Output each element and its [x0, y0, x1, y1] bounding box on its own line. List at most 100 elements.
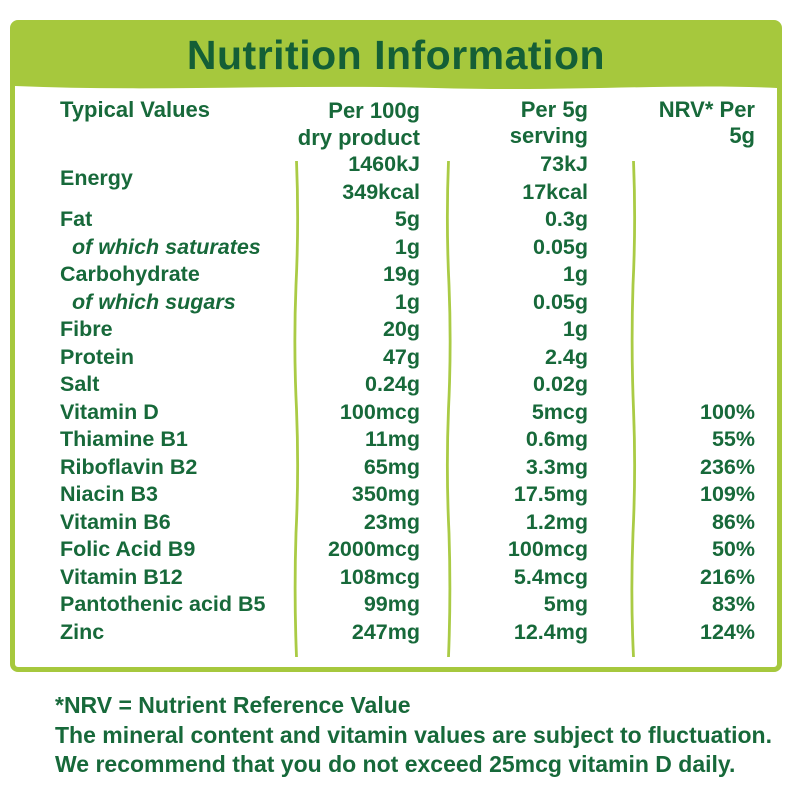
value-per-100g: 47g: [382, 344, 420, 369]
value-nrv: 50%: [711, 537, 755, 561]
value-nrv: [633, 206, 777, 234]
table-row: of which sugars 1g 0.05g: [15, 289, 777, 317]
value-per-100g: 1g: [394, 289, 420, 314]
table-row: Vitamin B12 108mcg 5.4mcg 216%: [15, 564, 777, 592]
value-nrv: [633, 151, 777, 206]
value-nrv: [633, 371, 777, 399]
value-per-5g: 0.6mg: [525, 427, 588, 451]
table-row: Fat 5g 0.3g: [15, 206, 777, 234]
value-per-100g: 20g: [382, 317, 420, 341]
value-per-100g: 350mg: [351, 482, 420, 506]
table-row: of which saturates 1g 0.05g: [15, 234, 777, 262]
footnote-fluctuation: The mineral content and vitamin values a…: [55, 721, 772, 748]
value-nrv: 86%: [711, 509, 755, 534]
value-per-5g: 0.05g: [533, 234, 588, 259]
row-label: Zinc: [60, 619, 105, 644]
header-per-100g-line1: Per 100g: [328, 98, 420, 123]
value-per-5g: 5mcg: [531, 399, 588, 424]
table-row: Protein 47g 2.4g: [15, 344, 777, 372]
value-per-5g: 17.5mg: [513, 482, 588, 506]
table-row: Riboflavin B2 65mg 3.3mg 236%: [15, 454, 777, 482]
footnotes: *NRV = Nutrient Reference Value The mine…: [55, 691, 775, 780]
row-label: Protein: [60, 344, 135, 369]
row-label: Folic Acid B9: [60, 537, 196, 561]
value-per-5g: 12.4mg: [513, 619, 588, 644]
value-per-100g: 108mcg: [339, 564, 420, 589]
value-per-100g: 100mcg: [339, 399, 420, 424]
value-per-100g: 0.24g: [365, 372, 420, 396]
value-nrv: 216%: [700, 564, 755, 589]
table-row: Folic Acid B9 2000mcg 100mcg 50%: [15, 536, 777, 564]
value-per-5g: 100mcg: [507, 537, 588, 561]
value-per-5g: 1.2mg: [525, 509, 588, 534]
title-bar-wave-edge: [15, 81, 777, 90]
column-divider-1: [293, 161, 300, 657]
footnote-nrv-definition: *NRV = Nutrient Reference Value: [55, 692, 411, 718]
row-label: Energy: [60, 166, 133, 190]
table-row: Carbohydrate 19g 1g: [15, 261, 777, 289]
value-nrv: 124%: [700, 619, 755, 644]
row-label: Carbohydrate: [60, 262, 200, 286]
value-per-100g: 11mg: [365, 427, 420, 451]
value-per-5g: 0.3g: [544, 207, 588, 231]
header-per-5g: Per 5g serving: [509, 97, 588, 148]
value-per-100g: 1g: [394, 234, 420, 259]
table-row: Vitamin D 100mcg 5mcg 100%: [15, 399, 777, 427]
value-per-100g: 19g: [382, 262, 420, 286]
page-title: Nutrition Information: [186, 32, 606, 78]
row-label: Fibre: [60, 317, 113, 341]
value-nrv: 83%: [711, 592, 755, 616]
value-nrv: [633, 289, 777, 317]
row-label: Fat: [60, 207, 93, 231]
header-nrv: NRV* Per 5g: [658, 97, 755, 148]
table-row: Zinc 247mg 12.4mg 124%: [15, 619, 777, 647]
value-per-5g: 5.4mcg: [513, 564, 588, 589]
table-row: Thiamine B1 11mg 0.6mg 55%: [15, 426, 777, 454]
row-label: Thiamine B1: [60, 427, 188, 451]
row-label: Niacin B3: [60, 482, 158, 506]
table-row: Fibre 20g 1g: [15, 316, 777, 344]
column-divider-2: [445, 161, 452, 657]
value-nrv: 100%: [700, 399, 755, 424]
value-nrv: [633, 234, 777, 262]
header-per-100g: Per 100g dry product: [296, 97, 448, 151]
value-nrv: 109%: [700, 482, 755, 506]
value-per-100g: 99mg: [363, 592, 420, 616]
row-label: of which sugars: [72, 289, 236, 314]
row-label: of which saturates: [72, 234, 261, 259]
table-row: Vitamin B6 23mg 1.2mg 86%: [15, 509, 777, 537]
footnote-vitamin-d-warning: We recommend that you do not exceed 25mc…: [55, 751, 736, 777]
table-row: Energy 1460kJ 349kcal 73kJ 17kcal: [15, 151, 777, 206]
value-per-5g: 0.02g: [533, 372, 588, 396]
value-per-5g: 1g: [562, 317, 588, 341]
value-per-5g: 1g: [562, 262, 588, 286]
value-nrv: 236%: [700, 454, 755, 479]
value-nrv: [633, 344, 777, 372]
value-per-5g: 2.4g: [544, 344, 588, 369]
value-per-5g: 5mg: [543, 592, 588, 616]
table-row: Niacin B3 350mg 17.5mg 109%: [15, 481, 777, 509]
table-header-row: Typical Values Per 100g dry product Per …: [15, 97, 777, 151]
table-body: Energy 1460kJ 349kcal 73kJ 17kcal Fat 5g 0.3g of…: [15, 151, 777, 646]
header-typical-values: Typical Values: [60, 97, 211, 122]
table-row: Pantothenic acid B5 99mg 5mg 83%: [15, 591, 777, 619]
row-label: Vitamin B6: [60, 509, 171, 534]
nutrition-table: Typical Values Per 100g dry product Per …: [15, 97, 777, 646]
value-nrv: [633, 261, 777, 289]
value-per-100g: 65mg: [363, 454, 420, 479]
column-divider-3: [630, 161, 637, 657]
title-bar: [15, 25, 777, 81]
value-per-100g: 247mg: [351, 619, 420, 644]
value-per-5g: 73kJ 17kcal: [522, 152, 588, 204]
value-per-5g: 0.05g: [533, 289, 588, 314]
value-per-100g: 1460kJ 349kcal: [342, 152, 420, 204]
value-per-5g: 3.3mg: [525, 454, 588, 479]
row-label: Pantothenic acid B5: [60, 592, 266, 616]
table-row: Salt 0.24g 0.02g: [15, 371, 777, 399]
value-per-100g: 5g: [394, 207, 420, 231]
value-nrv: [633, 316, 777, 344]
row-label: Salt: [60, 372, 100, 396]
value-per-100g: 23mg: [363, 509, 420, 534]
value-per-100g: 2000mcg: [327, 537, 420, 561]
label-box: Nutrition Information Typical Values Per…: [10, 20, 782, 672]
